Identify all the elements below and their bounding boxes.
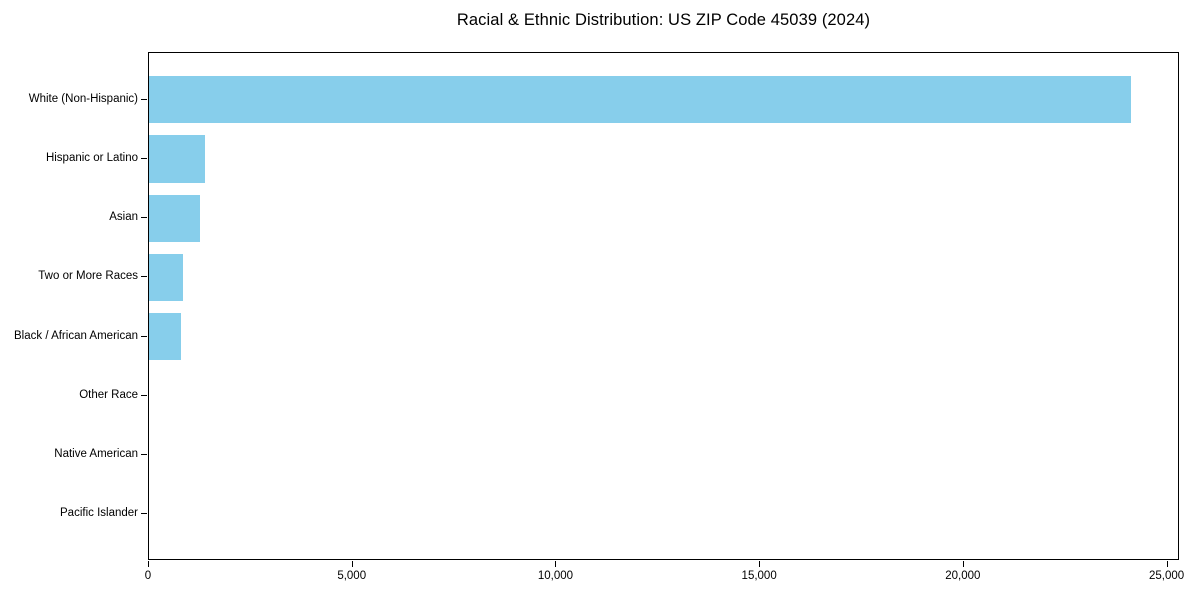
bar-black-african-american bbox=[149, 312, 181, 361]
x-tick-mark bbox=[759, 561, 760, 567]
y-tick-mark bbox=[141, 395, 147, 396]
x-tick-mark bbox=[148, 561, 149, 567]
x-tick-label-25-000: 25,000 bbox=[1148, 570, 1185, 582]
y-tick-label-hispanic-or-latino: Hispanic or Latino bbox=[45, 151, 138, 164]
y-tick-label-pacific-islander: Pacific Islander bbox=[60, 507, 138, 520]
y-tick-mark bbox=[141, 99, 147, 100]
x-tick-mark bbox=[963, 561, 964, 567]
y-tick-mark bbox=[141, 158, 147, 159]
y-tick-label-white-non-hispanic: White (Non-Hispanic) bbox=[28, 92, 138, 105]
y-tick-mark bbox=[141, 454, 147, 455]
y-tick-mark bbox=[141, 217, 147, 218]
y-tick-label-black-african-american: Black / African American bbox=[14, 329, 138, 342]
x-tick-label-5-000: 5,000 bbox=[337, 570, 367, 582]
x-tick-label-15-000: 15,000 bbox=[741, 570, 777, 582]
x-tick-label-20-000: 20,000 bbox=[945, 570, 981, 582]
y-tick-mark bbox=[141, 276, 147, 277]
y-tick-mark bbox=[141, 336, 147, 337]
y-tick-label-other-race: Other Race bbox=[79, 388, 138, 401]
y-tick-label-two-or-more-races: Two or More Races bbox=[38, 270, 138, 283]
x-tick-mark bbox=[555, 561, 556, 567]
plot-area bbox=[148, 52, 1179, 560]
x-tick-mark bbox=[352, 561, 353, 567]
y-tick-label-asian: Asian bbox=[109, 211, 138, 224]
bar-two-or-more-races bbox=[149, 253, 183, 302]
bar-white-non-hispanic bbox=[149, 76, 1131, 124]
y-tick-mark bbox=[141, 513, 147, 514]
bar-hispanic-or-latino bbox=[149, 135, 206, 183]
y-tick-label-native-american: Native American bbox=[54, 448, 138, 461]
x-tick-mark bbox=[1167, 561, 1168, 567]
x-tick-label-0: 0 bbox=[144, 570, 152, 582]
bar-asian bbox=[149, 194, 201, 242]
x-tick-label-10-000: 10,000 bbox=[537, 570, 574, 582]
chart-title: Racial & Ethnic Distribution: US ZIP Cod… bbox=[456, 11, 871, 29]
